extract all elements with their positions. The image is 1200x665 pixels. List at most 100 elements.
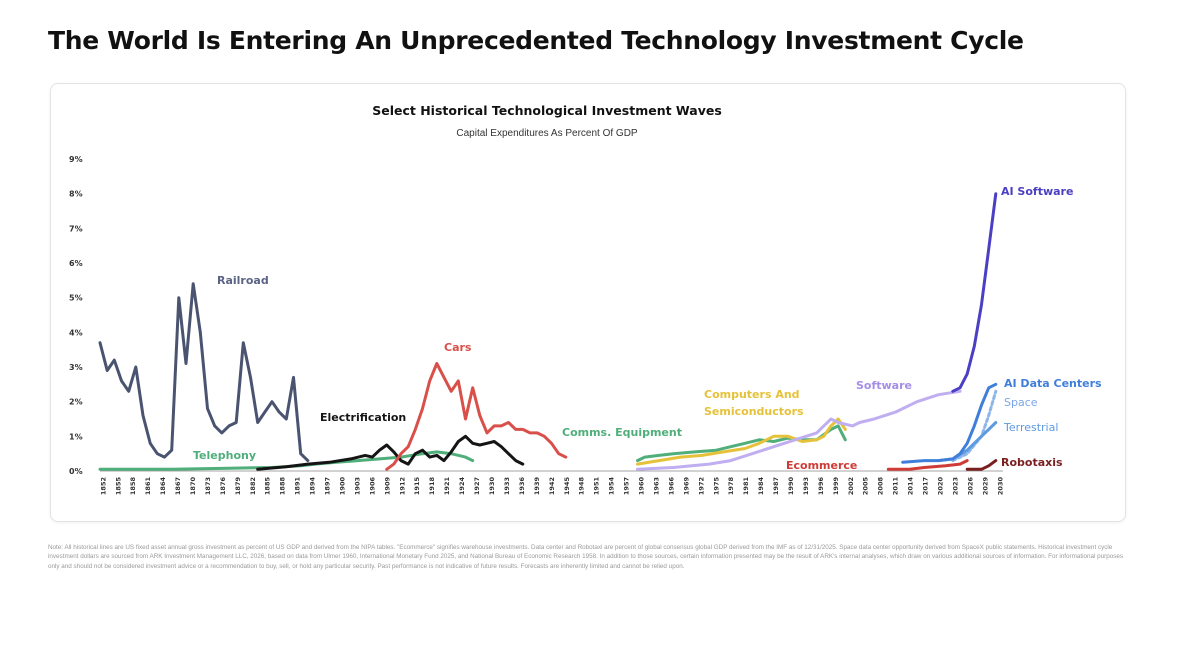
- series-label-space: Space: [1004, 396, 1038, 409]
- series-label-terrestrial: Terrestrial: [1003, 421, 1058, 434]
- series-label-line: Semiconductors: [704, 405, 804, 418]
- x-tick-label: 1909: [383, 477, 391, 496]
- x-tick-label: 1852: [99, 477, 107, 495]
- x-tick-label: 1981: [742, 477, 750, 496]
- x-tick-label: 1975: [712, 477, 720, 496]
- series-labels: Railroad Telephony Electrification Cars Comm…: [193, 185, 1102, 472]
- y-tick-label: 9%: [69, 155, 83, 164]
- x-tick-label: 2020: [937, 477, 945, 496]
- series-line-cars: [385, 362, 568, 471]
- page-headline: The World Is Entering An Unprecedented T…: [48, 26, 1024, 55]
- x-tick-label: 1969: [682, 477, 690, 496]
- series-label-line: Computers And: [704, 388, 800, 401]
- x-tick-label: 1945: [563, 477, 571, 496]
- x-tick-label: 1936: [518, 477, 526, 496]
- x-tick-label: 2026: [966, 477, 974, 496]
- series-label-ai-software: AI Software: [1001, 185, 1073, 198]
- y-tick-label: 5%: [69, 294, 83, 303]
- y-axis: 0% 1% 2% 3% 4% 5% 6% 7% 8% 9%: [69, 155, 83, 476]
- chart-title: Select Historical Technological Investme…: [372, 103, 722, 118]
- x-tick-label: 2005: [862, 477, 870, 496]
- series-line-computers-and-semiconductors: [636, 417, 847, 466]
- x-tick-label: 1954: [608, 477, 616, 496]
- series-label-railroad: Railroad: [217, 274, 269, 287]
- x-tick-label: 1966: [667, 477, 675, 496]
- x-tick-label: 1915: [413, 477, 421, 496]
- x-tick-label: 1864: [159, 477, 167, 496]
- series-label-cars: Cars: [444, 341, 472, 354]
- x-tick-label: 1978: [727, 477, 735, 496]
- x-tick-label: 1924: [458, 477, 466, 496]
- x-tick-label: 1897: [324, 477, 332, 495]
- x-tick-label: 1879: [234, 477, 242, 496]
- x-tick-label: 2011: [892, 477, 900, 496]
- x-tick-label: 1993: [802, 477, 810, 495]
- series-line-telephony: [98, 450, 475, 471]
- x-tick-label: 1996: [817, 477, 825, 496]
- series-lines: [98, 192, 998, 471]
- series-line-electrification: [256, 434, 525, 471]
- series-line-robotaxis: [965, 459, 998, 471]
- x-tick-label: 1861: [144, 477, 152, 496]
- series-line-ecommerce: [886, 459, 969, 471]
- series-label-ai-data-centers: AI Data Centers: [1004, 377, 1102, 390]
- x-tick-label: 1921: [443, 477, 451, 496]
- y-tick-label: 3%: [69, 363, 83, 372]
- x-tick-label: 1960: [638, 477, 646, 496]
- x-tick-label: 1903: [353, 477, 361, 495]
- x-tick-label: 1987: [772, 477, 780, 495]
- x-tick-label: 1990: [787, 477, 795, 496]
- x-tick-label: 1972: [697, 477, 705, 495]
- chart-subtitle: Capital Expenditures As Percent Of GDP: [456, 128, 638, 139]
- x-tick-label: 2029: [981, 477, 989, 496]
- series-label-software: Software: [856, 379, 912, 392]
- series-line-railroad: [98, 282, 310, 463]
- series-label-telephony: Telephony: [193, 449, 256, 462]
- footnote: Note: All historical lines are US fixed …: [48, 544, 1124, 570]
- series-label-ecommerce: Ecommerce: [786, 459, 857, 472]
- x-tick-label: 1900: [339, 477, 347, 496]
- x-tick-label: 1906: [368, 477, 376, 496]
- y-tick-label: 6%: [69, 259, 83, 268]
- x-tick-label: 1870: [189, 477, 197, 496]
- y-tick-label: 1%: [69, 432, 83, 441]
- x-tick-label: 1891: [294, 477, 302, 496]
- series-line-ai-software: [951, 192, 998, 393]
- x-tick-label: 1867: [174, 477, 182, 495]
- x-tick-label: 1918: [428, 477, 436, 496]
- x-tick-label: 1894: [309, 477, 317, 496]
- x-axis: 1852 1855 1858 1861 1864 1867 1870 1873 1876 1879…: [99, 470, 1004, 496]
- x-tick-label: 1885: [264, 477, 272, 496]
- x-tick-label: 1984: [757, 477, 765, 496]
- x-tick-label: 2023: [951, 477, 959, 495]
- series-label-comms-equipment: Comms. Equipment: [562, 426, 682, 439]
- x-tick-label: 1951: [593, 477, 601, 496]
- x-tick-label: 1930: [488, 477, 496, 496]
- x-tick-label: 1927: [473, 477, 481, 495]
- y-tick-label: 2%: [69, 398, 83, 407]
- x-tick-label: 2002: [847, 477, 855, 495]
- x-tick-label: 1957: [623, 477, 631, 495]
- x-tick-label: 1912: [398, 477, 406, 495]
- x-tick-label: 1876: [219, 477, 227, 496]
- y-tick-label: 7%: [69, 224, 83, 233]
- x-tick-label: 1999: [832, 477, 840, 496]
- y-tick-label: 4%: [69, 328, 83, 337]
- x-tick-label: 1963: [652, 477, 660, 495]
- x-tick-label: 1939: [533, 477, 541, 496]
- x-tick-label: 1933: [503, 477, 511, 495]
- x-tick-label: 2008: [877, 477, 885, 496]
- x-tick-label: 2014: [907, 477, 915, 496]
- x-tick-label: 1873: [204, 477, 212, 495]
- series-label-computers-and-semiconductors: Computers And Semiconductors: [704, 388, 804, 418]
- x-tick-label: 1888: [279, 477, 287, 496]
- series-label-electrification: Electrification: [320, 411, 406, 424]
- x-tick-label: 2017: [922, 477, 930, 495]
- y-tick-label: 0%: [69, 467, 83, 476]
- x-tick-label: 1948: [578, 477, 586, 496]
- series-line-software: [636, 389, 962, 471]
- series-label-robotaxis: Robotaxis: [1001, 456, 1063, 469]
- x-tick-label: 1942: [548, 477, 556, 495]
- chart-svg: Select Historical Technological Investme…: [69, 103, 1102, 496]
- x-tick-label: 1855: [114, 477, 122, 496]
